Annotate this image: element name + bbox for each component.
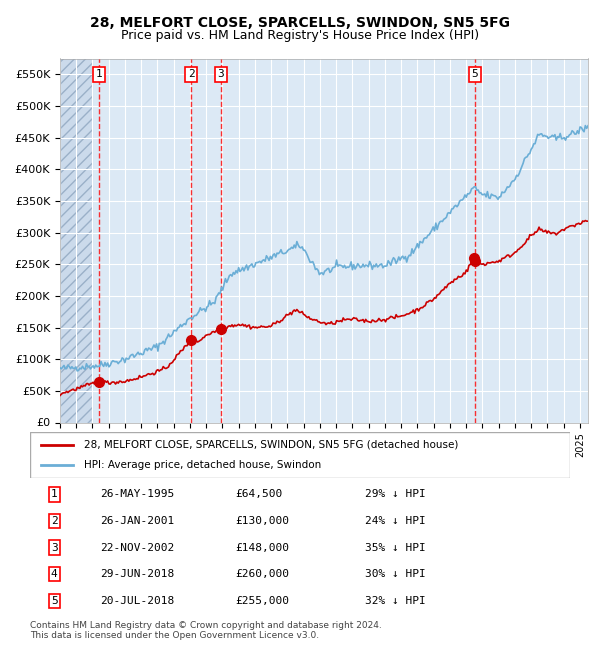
Text: 2: 2 xyxy=(51,516,58,526)
Text: 20-JUL-2018: 20-JUL-2018 xyxy=(100,596,175,606)
Text: 3: 3 xyxy=(217,70,224,79)
Text: £130,000: £130,000 xyxy=(235,516,289,526)
Text: 29% ↓ HPI: 29% ↓ HPI xyxy=(365,489,425,499)
Text: 28, MELFORT CLOSE, SPARCELLS, SWINDON, SN5 5FG (detached house): 28, MELFORT CLOSE, SPARCELLS, SWINDON, S… xyxy=(84,440,458,450)
Text: 4: 4 xyxy=(51,569,58,579)
Text: 2: 2 xyxy=(188,70,194,79)
Text: £148,000: £148,000 xyxy=(235,543,289,552)
FancyBboxPatch shape xyxy=(30,432,570,478)
Text: Contains HM Land Registry data © Crown copyright and database right 2024.
This d: Contains HM Land Registry data © Crown c… xyxy=(30,621,382,640)
Text: 24% ↓ HPI: 24% ↓ HPI xyxy=(365,516,425,526)
Text: 5: 5 xyxy=(472,70,478,79)
Text: 5: 5 xyxy=(51,596,58,606)
Text: 1: 1 xyxy=(95,70,103,79)
Text: 22-NOV-2002: 22-NOV-2002 xyxy=(100,543,175,552)
Text: HPI: Average price, detached house, Swindon: HPI: Average price, detached house, Swin… xyxy=(84,460,321,470)
Text: 30% ↓ HPI: 30% ↓ HPI xyxy=(365,569,425,579)
Text: 35% ↓ HPI: 35% ↓ HPI xyxy=(365,543,425,552)
Text: 3: 3 xyxy=(51,543,58,552)
Text: 29-JUN-2018: 29-JUN-2018 xyxy=(100,569,175,579)
Text: 26-MAY-1995: 26-MAY-1995 xyxy=(100,489,175,499)
Text: £255,000: £255,000 xyxy=(235,596,289,606)
Bar xyxy=(60,58,92,423)
Text: 26-JAN-2001: 26-JAN-2001 xyxy=(100,516,175,526)
Bar xyxy=(60,58,92,423)
Text: £64,500: £64,500 xyxy=(235,489,283,499)
Text: £260,000: £260,000 xyxy=(235,569,289,579)
Text: 32% ↓ HPI: 32% ↓ HPI xyxy=(365,596,425,606)
Text: Price paid vs. HM Land Registry's House Price Index (HPI): Price paid vs. HM Land Registry's House … xyxy=(121,29,479,42)
Text: 28, MELFORT CLOSE, SPARCELLS, SWINDON, SN5 5FG: 28, MELFORT CLOSE, SPARCELLS, SWINDON, S… xyxy=(90,16,510,31)
Text: 1: 1 xyxy=(51,489,58,499)
